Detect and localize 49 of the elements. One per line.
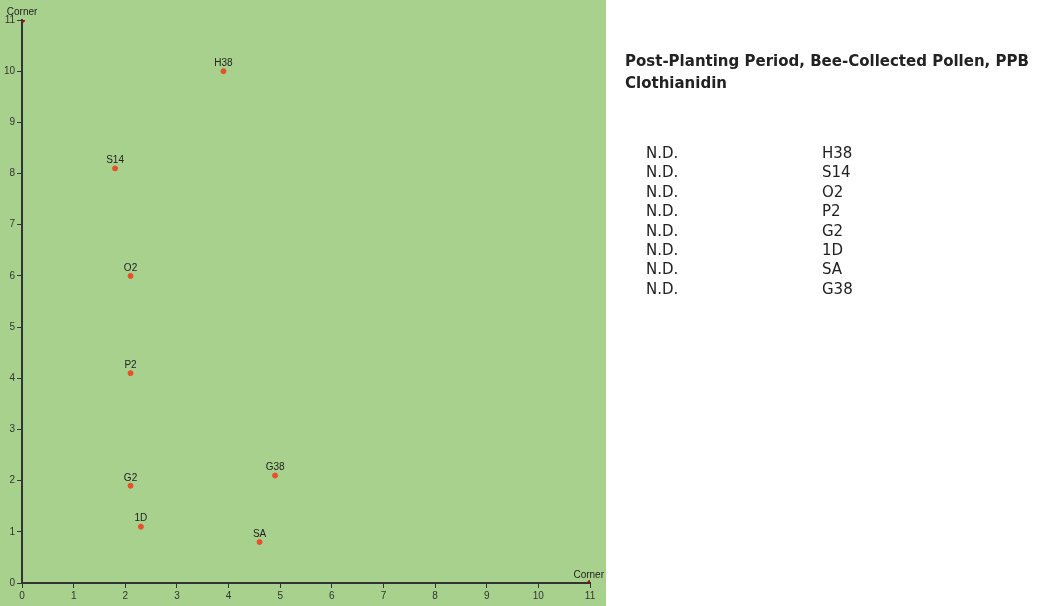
text: S14 bbox=[822, 163, 852, 183]
x-tick-label: 7 bbox=[380, 589, 387, 601]
x-tick-label: 2 bbox=[122, 589, 129, 601]
x-tick-label: 0 bbox=[19, 589, 26, 601]
data-label: G38 bbox=[265, 461, 285, 473]
y-tick-label: 5 bbox=[9, 320, 16, 332]
x-tick-label: 10 bbox=[532, 589, 545, 601]
data-label: G2 bbox=[123, 471, 138, 483]
text: N.D. bbox=[646, 144, 680, 164]
y-tick-label: 9 bbox=[9, 116, 16, 128]
y-tick-label: 0 bbox=[9, 576, 16, 588]
x-tick-label: 4 bbox=[225, 589, 232, 601]
text: N.D. bbox=[646, 241, 680, 261]
data-label: P2 bbox=[124, 358, 138, 370]
y-tick-label: 1 bbox=[9, 525, 16, 537]
x-tick-label: 5 bbox=[277, 589, 284, 601]
x-tick-label: 8 bbox=[432, 589, 439, 601]
x-tick-label: 3 bbox=[174, 589, 181, 601]
y-tick-label: 8 bbox=[9, 167, 16, 179]
y-tick-label: 2 bbox=[9, 474, 16, 486]
text: 1D bbox=[822, 241, 845, 261]
text: N.D. bbox=[646, 202, 680, 222]
y-tick-label: 4 bbox=[9, 372, 16, 384]
text: N.D. bbox=[646, 182, 680, 203]
data-label: 1D bbox=[134, 512, 148, 524]
text: O2 bbox=[822, 182, 845, 203]
text: N.D. bbox=[646, 163, 680, 183]
x-tick-label: 1 bbox=[70, 589, 77, 601]
text: N.D. bbox=[646, 221, 680, 242]
text: G2 bbox=[822, 221, 845, 242]
text: H38 bbox=[822, 144, 854, 164]
data-label: Corner bbox=[573, 568, 605, 580]
x-tick-label: 11 bbox=[584, 589, 596, 601]
text: N.D. bbox=[646, 260, 680, 280]
text: G38 bbox=[822, 279, 854, 300]
text: N.D. bbox=[646, 279, 680, 300]
text: SA bbox=[822, 260, 844, 280]
data-label: SA bbox=[252, 527, 267, 539]
y-tick-label: 6 bbox=[9, 269, 16, 281]
data-label: S14 bbox=[106, 154, 125, 166]
y-tick-label: 10 bbox=[4, 64, 16, 76]
y-tick-label: 7 bbox=[9, 218, 16, 230]
y-tick-label: 3 bbox=[9, 423, 16, 435]
x-tick-label: 9 bbox=[483, 589, 490, 601]
x-tick-label: 6 bbox=[329, 589, 336, 601]
text: P2 bbox=[822, 202, 842, 222]
text: Post-Planting Period, Bee-Collected Pollen, PPB Clothianidin bbox=[625, 51, 1030, 94]
data-label: H38 bbox=[214, 56, 234, 68]
data-label: O2 bbox=[123, 261, 138, 273]
